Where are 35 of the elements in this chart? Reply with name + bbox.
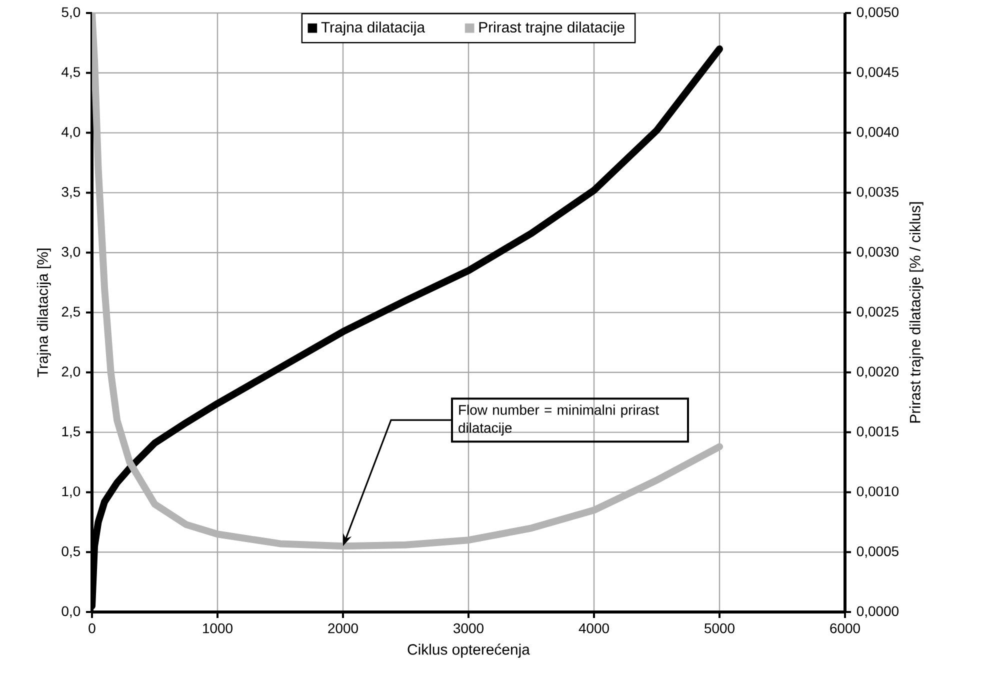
y2-tick-label: 0,0035 (856, 186, 898, 198)
x-tick-label: 2000 (328, 623, 358, 634)
y-tick-label: 4,0 (62, 127, 80, 139)
y2-tick-label: 0,0045 (856, 67, 898, 79)
y2-tick-label: 0,0025 (856, 306, 898, 318)
y-tick-label: 1,0 (62, 486, 80, 498)
y-tick-label: 0,0 (62, 606, 80, 618)
x-tick-label: 3000 (454, 623, 484, 634)
y-tick-label: 1,5 (62, 426, 80, 438)
y2-tick-label: 0,0050 (856, 7, 899, 19)
y-tick-label: 4,5 (62, 67, 80, 79)
x-tick-label: 6000 (830, 623, 860, 634)
y2-tick-label: 0,0010 (856, 486, 899, 498)
y-tick-label: 3,5 (62, 186, 80, 198)
y-tick-label: 3,0 (62, 246, 80, 258)
y-tick-label: 5,0 (62, 7, 80, 19)
y-tick-label: 2,5 (62, 306, 80, 318)
x-axis-title: Ciklus opterećenja (408, 644, 530, 658)
x-tick-label: 1000 (203, 623, 232, 634)
y2-tick-label: 0,0040 (856, 127, 899, 139)
y-axis-title: Trajna dilatacija [%] (36, 248, 51, 378)
y2-tick-label: 0,0015 (856, 426, 898, 438)
y2-tick-label: 0,0030 (856, 246, 899, 258)
x-tick-label: 4000 (578, 623, 609, 634)
x-tick-label: 5000 (704, 623, 734, 634)
x-tick-label: 0 (88, 623, 96, 634)
legend-label: Trajna dilatacija (321, 22, 426, 36)
y-tick-label: 0,5 (62, 546, 80, 558)
legend-label: Prirast trajne dilatacije (479, 22, 624, 36)
y-tick-label: 2,0 (62, 366, 80, 378)
annotation: Flow number = minimalni prirast dilatacije (458, 404, 660, 436)
y2-tick-label: 0,0000 (856, 606, 899, 618)
y2-axis-title: Prirast trajne dilatacije [% / ciklus] (909, 202, 924, 423)
y2-tick-label: 0,0020 (856, 366, 899, 378)
y2-tick-label: 0,0005 (856, 546, 898, 558)
